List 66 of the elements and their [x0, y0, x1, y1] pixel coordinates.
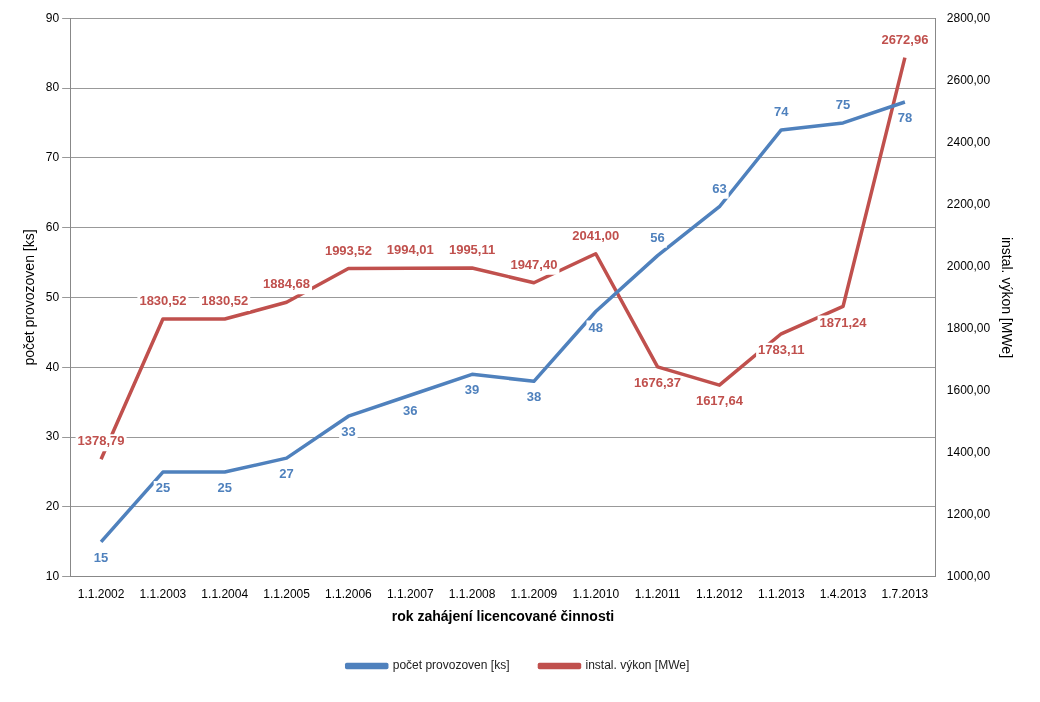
data-label: 15 [93, 549, 109, 565]
data-label: 48 [588, 319, 603, 335]
y-tick-label: 40 [45, 359, 60, 374]
data-label: 36 [403, 403, 418, 419]
y2-tick-label: 2800,00 [946, 10, 991, 25]
y2-tick-label: 1400,00 [946, 444, 991, 459]
y-tick-label: 30 [45, 429, 60, 444]
data-label: 2672,96 [881, 31, 929, 47]
x-tick-label: 1.7.2013 [881, 587, 929, 602]
data-label: 1947,40 [510, 256, 558, 272]
y2-tick-label: 1800,00 [946, 320, 991, 335]
x-tick-label: 1.1.2011 [634, 587, 681, 602]
data-label: 1830,52 [139, 293, 187, 309]
data-label: 39 [464, 382, 480, 398]
y-tick-label: 90 [45, 10, 60, 25]
data-label: 1995,11 [448, 242, 496, 258]
x-tick-label: 1.1.2006 [325, 587, 373, 602]
legend-label: instal. výkon [MWe] [585, 658, 690, 673]
data-label: 1378,79 [77, 433, 125, 449]
y-tick-label: 10 [45, 569, 60, 584]
data-label: 75 [835, 97, 851, 113]
data-label: 78 [897, 110, 913, 126]
y2-tick-label: 1000,00 [946, 569, 991, 584]
x-tick-label: 1.1.2012 [696, 587, 744, 602]
y-axis-title: počet provozoven [ks] [21, 229, 38, 366]
x-tick-label: 1.1.2003 [139, 587, 187, 602]
data-label: 1994,01 [386, 242, 434, 258]
x-tick-label: 1.1.2008 [448, 587, 496, 602]
data-label: 2041,00 [572, 227, 620, 243]
data-label: 1871,24 [819, 314, 868, 330]
data-label: 38 [526, 389, 542, 405]
x-tick-label: 1.1.2009 [510, 587, 558, 602]
data-label: 1993,52 [324, 242, 372, 258]
x-tick-label: 1.1.2007 [386, 587, 434, 602]
x-tick-label: 1.1.2005 [263, 587, 311, 602]
data-label: 63 [712, 180, 727, 196]
y-tick-label: 70 [45, 150, 60, 165]
y2-tick-label: 2000,00 [946, 258, 991, 273]
data-label: 1884,68 [263, 276, 311, 292]
data-label: 1830,52 [201, 293, 249, 309]
x-tick-label: 1.1.2004 [201, 587, 249, 602]
data-label: 1676,37 [634, 374, 682, 390]
y2-tick-label: 2600,00 [946, 72, 991, 87]
y2-tick-label: 2400,00 [946, 134, 991, 149]
data-label: 25 [155, 480, 171, 496]
data-label: 74 [774, 104, 790, 119]
y-tick-label: 50 [45, 289, 60, 304]
x-tick-label: 1.1.2002 [77, 587, 125, 602]
x-tick-label: 1.1.2010 [572, 587, 620, 602]
data-label: 27 [279, 466, 294, 482]
data-label: 25 [217, 480, 232, 496]
data-label: 56 [650, 229, 665, 245]
y-tick-label: 80 [45, 80, 60, 95]
data-label: 33 [341, 424, 356, 440]
y2-tick-label: 1600,00 [946, 382, 991, 397]
y2-axis-title: instal. výkon [MWe] [998, 236, 1015, 359]
y2-tick-label: 1200,00 [946, 507, 991, 522]
legend-label: počet provozoven [ks] [392, 658, 510, 673]
y-tick-label: 20 [45, 499, 60, 514]
y2-tick-label: 2200,00 [946, 196, 991, 211]
x-axis-title: rok zahájení licencované činnosti [391, 608, 615, 625]
data-label: 1617,64 [695, 393, 744, 409]
y-tick-label: 60 [45, 219, 60, 234]
x-tick-label: 1.1.2013 [757, 587, 805, 602]
x-tick-label: 1.4.2013 [819, 587, 867, 602]
data-label: 1783,11 [758, 341, 805, 357]
